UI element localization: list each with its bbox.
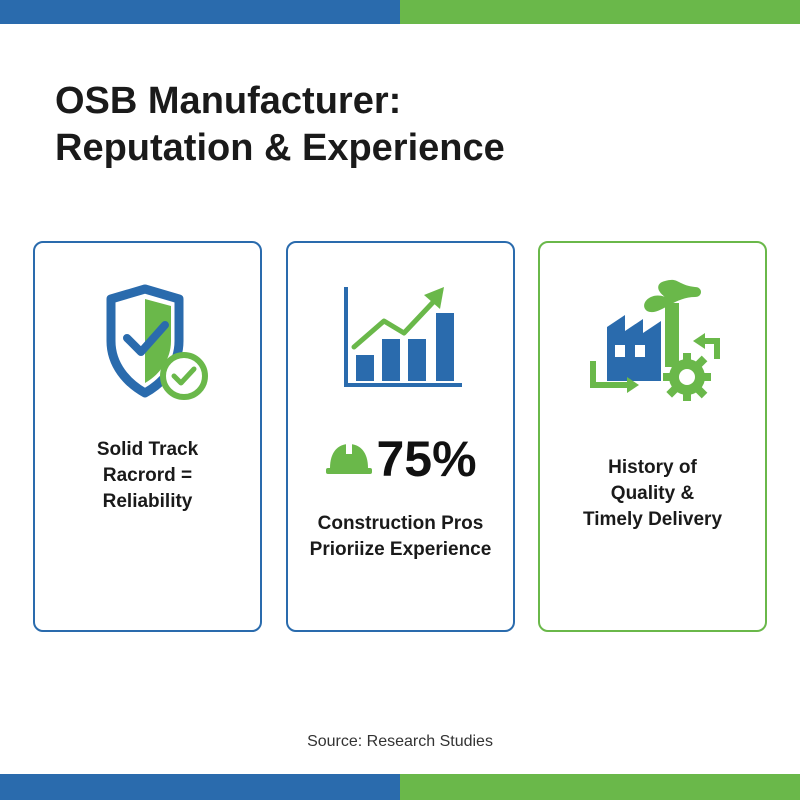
title-line-1: OSB Manufacturer: [55, 80, 402, 122]
card-3-line-1: History of [608, 457, 697, 478]
card-3-line-3: Timely Delivery [582, 509, 723, 530]
card-1-line-3: Reliability [102, 491, 193, 512]
page-title: OSB Manufacturer: Reputation & Experienc… [55, 78, 755, 172]
card-3-text: History of Quality & Timely Delivery [548, 455, 757, 533]
stat-row: 75% [288, 429, 513, 489]
card-track-record: Solid Track Racrord = Reliability [33, 241, 262, 632]
stat-value: 75% [376, 431, 477, 487]
source-note: Source: Research Studies [307, 733, 493, 750]
card-experience-stat: 75% Construction Pros Prioriize Experien… [286, 241, 515, 632]
card-quality-delivery: History of Quality & Timely Delivery [538, 241, 767, 632]
card-2-line-2: Prioriize Experience [309, 539, 492, 560]
title-line-2: Reputation & Experience [55, 127, 505, 169]
card-3-line-2: Quality & [610, 483, 695, 504]
card-1-line-2: Racrord = [102, 465, 193, 486]
hard-hat-icon [326, 444, 373, 474]
bottom-bar-green-segment [400, 774, 800, 800]
top-color-bar [0, 0, 800, 24]
rising-bar-chart-icon [344, 287, 462, 387]
factory-gear-icon [590, 279, 720, 401]
card-2-line-1: Construction Pros [317, 513, 484, 534]
card-2-text: Construction Pros Prioriize Experience [296, 511, 505, 563]
bottom-color-bar [0, 774, 800, 800]
card-1-text: Solid Track Racrord = Reliability [43, 437, 252, 515]
card-1-line-1: Solid Track [96, 439, 199, 460]
top-bar-green-segment [400, 0, 800, 24]
top-bar-blue-segment [0, 0, 400, 24]
shield-check-icon [106, 284, 208, 400]
bottom-bar-blue-segment [0, 774, 400, 800]
